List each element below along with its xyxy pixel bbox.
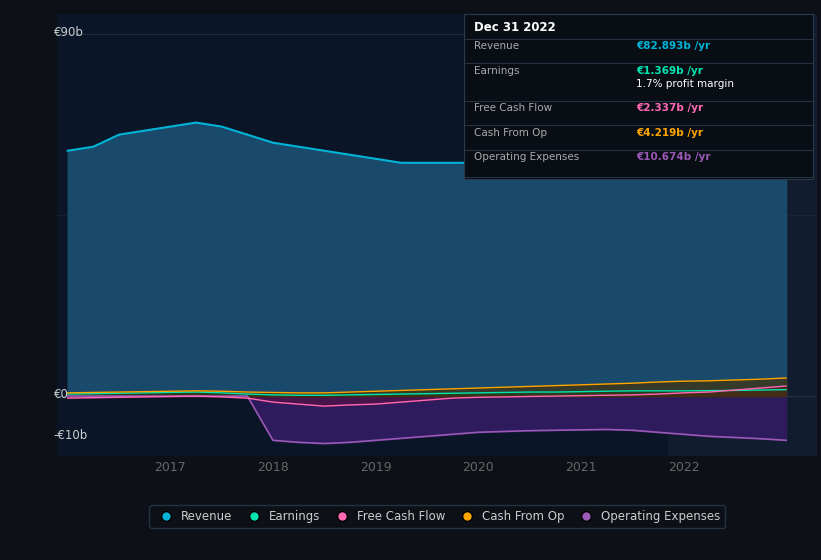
Text: Cash From Op: Cash From Op bbox=[474, 128, 547, 138]
Text: 1.7% profit margin: 1.7% profit margin bbox=[636, 79, 734, 89]
Text: €0: €0 bbox=[53, 388, 68, 401]
Text: Dec 31 2022: Dec 31 2022 bbox=[474, 21, 556, 34]
Legend: Revenue, Earnings, Free Cash Flow, Cash From Op, Operating Expenses: Revenue, Earnings, Free Cash Flow, Cash … bbox=[149, 506, 725, 528]
Text: -€10b: -€10b bbox=[53, 428, 88, 442]
Text: Free Cash Flow: Free Cash Flow bbox=[474, 103, 552, 113]
Text: Revenue: Revenue bbox=[474, 41, 519, 52]
Text: €2.337b /yr: €2.337b /yr bbox=[636, 103, 704, 113]
Text: €1.369b /yr: €1.369b /yr bbox=[636, 66, 703, 76]
Text: Earnings: Earnings bbox=[474, 66, 519, 76]
Text: €10.674b /yr: €10.674b /yr bbox=[636, 152, 711, 162]
Text: Operating Expenses: Operating Expenses bbox=[474, 152, 579, 162]
Bar bbox=[668, 14, 817, 456]
Text: €82.893b /yr: €82.893b /yr bbox=[636, 41, 710, 52]
Text: €4.219b /yr: €4.219b /yr bbox=[636, 128, 704, 138]
Text: €90b: €90b bbox=[53, 26, 84, 39]
